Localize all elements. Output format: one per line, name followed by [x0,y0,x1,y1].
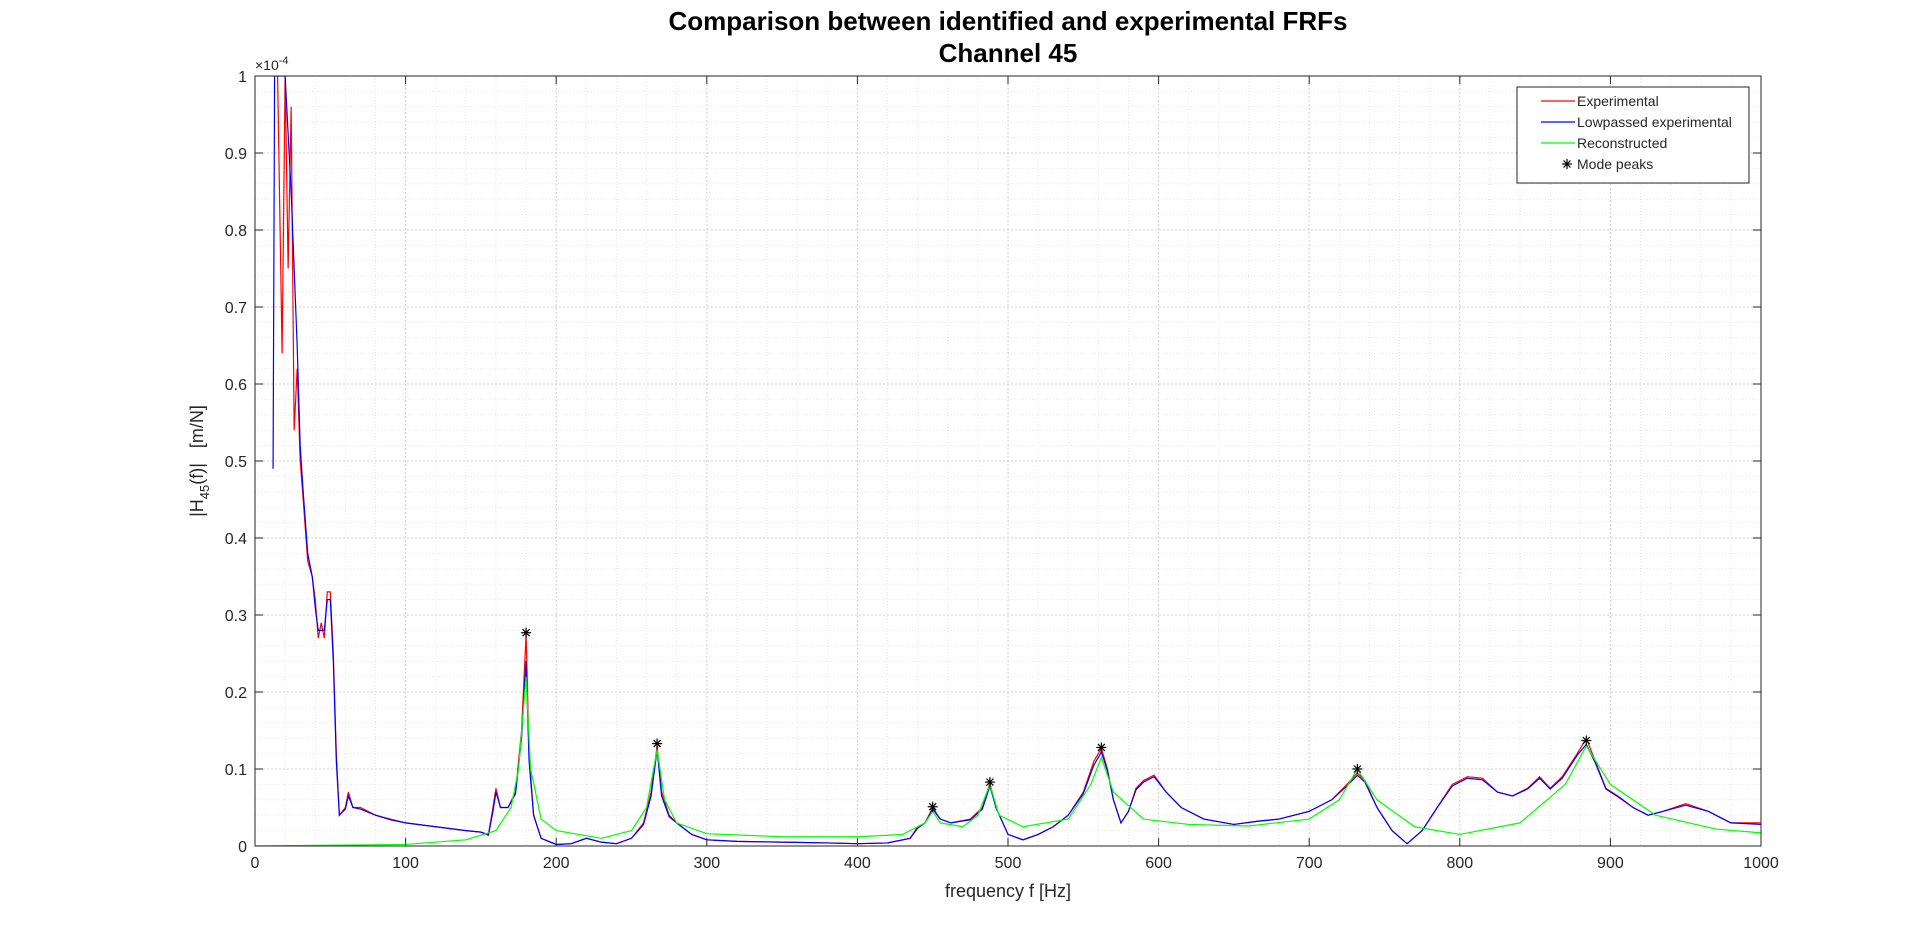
y-tick-label: 0.4 [225,531,247,548]
x-tick-label: 400 [844,855,871,872]
x-tick-label: 700 [1296,855,1323,872]
grid [254,75,1762,847]
y-label-subscript: 45 [197,485,212,499]
ticks: 0 100 200 300 400 500 600 700 800 900 1000 0 0.1 0.2 0… [225,69,1779,872]
mode-peak [1352,764,1363,774]
legend-box [1516,86,1750,184]
y-axis-label: |H45(f)| [m/N] [187,405,212,517]
y-tick-label: 0.5 [225,454,247,471]
x-tick-label: 1000 [1743,855,1779,872]
series-line [272,76,1761,846]
legend-label: Mode peaks [1577,156,1653,172]
x-tick-label: 500 [995,855,1022,872]
x-tick-label: 300 [693,855,720,872]
y-tick-label: 0.9 [225,146,247,163]
y-label-prefix: |H [187,499,207,517]
x-tick-label: 100 [392,855,419,872]
marker-stroke [522,628,531,637]
marker-stroke [1582,736,1591,745]
y-exponent-base: ×10 [255,57,279,73]
mode-peak [984,777,995,788]
y-tick-label: 1 [238,69,247,86]
marker-stroke [1097,743,1106,752]
y-tick-label: 0 [238,839,247,856]
chart-title: Comparison between identified and experi… [668,6,1347,36]
mode-peak [521,627,532,638]
chart-subtitle: Channel 45 [939,38,1078,68]
x-tick-label: 900 [1597,855,1624,872]
marker-stroke [1563,160,1571,168]
x-tick-label: 800 [1446,855,1473,872]
y-exponent-power: -4 [279,55,289,67]
y-tick-label: 0.3 [225,608,247,625]
mode-peak [1581,735,1592,746]
plot-lines [255,76,1761,846]
legend: Experimental Lowpassed experimental Recons… [1516,86,1750,184]
y-tick-label: 0.2 [225,685,247,702]
legend-marker [1562,159,1572,169]
y-tick-label: 0.1 [225,762,247,779]
mode-peak [652,738,663,749]
legend-label: Reconstructed [1577,135,1667,151]
marker-stroke [1353,765,1362,773]
legend-label: Experimental [1577,93,1659,109]
series-line [255,676,1761,846]
x-axis-label: frequency f [Hz] [945,881,1071,901]
y-tick-label: 0.6 [225,377,247,394]
mode-peak [1096,742,1107,753]
marker-stroke [653,739,662,748]
y-tick-label: 0.8 [225,223,247,240]
x-tick-label: 0 [251,855,260,872]
marker-stroke [928,802,937,811]
mode-peak [927,801,938,812]
legend-label: Lowpassed experimental [1577,114,1732,130]
y-label-suffix: (f)| [m/N] [187,405,207,485]
y-tick-label: 0.7 [225,300,247,317]
marker-stroke [986,778,994,787]
y-exponent: ×10-4 [255,55,289,73]
x-tick-label: 600 [1145,855,1172,872]
x-tick-label: 200 [543,855,570,872]
